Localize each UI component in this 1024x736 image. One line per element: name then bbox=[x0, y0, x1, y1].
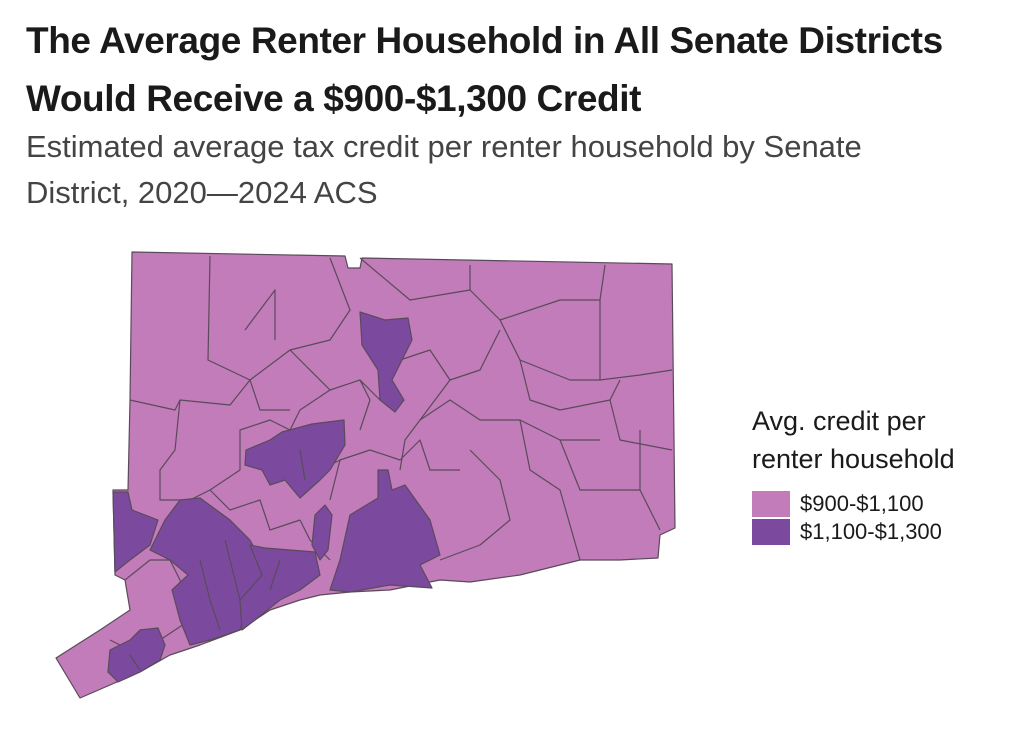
district-high-4 bbox=[149, 497, 266, 646]
legend-label-high: $1,100-$1,300 bbox=[800, 519, 942, 544]
legend-title: Avg. credit per renter household bbox=[752, 406, 955, 474]
map-subtitle: Estimated average tax credit per renter … bbox=[26, 129, 862, 210]
district-high-2 bbox=[244, 419, 346, 499]
legend-item-low: $900-$1,100 bbox=[752, 490, 1012, 518]
legend-swatch-high bbox=[752, 519, 790, 545]
legend-swatch-low bbox=[752, 491, 790, 517]
map-legend: Avg. credit per renter household $900-$1… bbox=[752, 402, 1012, 546]
legend-item-high: $1,100-$1,300 bbox=[752, 518, 1012, 546]
district-high-1 bbox=[359, 311, 413, 413]
district-high-6 bbox=[311, 504, 333, 561]
district-high-5 bbox=[239, 544, 321, 631]
district-high-7 bbox=[329, 469, 441, 593]
legend-label-low: $900-$1,100 bbox=[800, 491, 924, 516]
district-high-8 bbox=[107, 627, 166, 683]
map-title: The Average Renter Household in All Sena… bbox=[26, 20, 943, 119]
district-high-3 bbox=[112, 491, 159, 573]
